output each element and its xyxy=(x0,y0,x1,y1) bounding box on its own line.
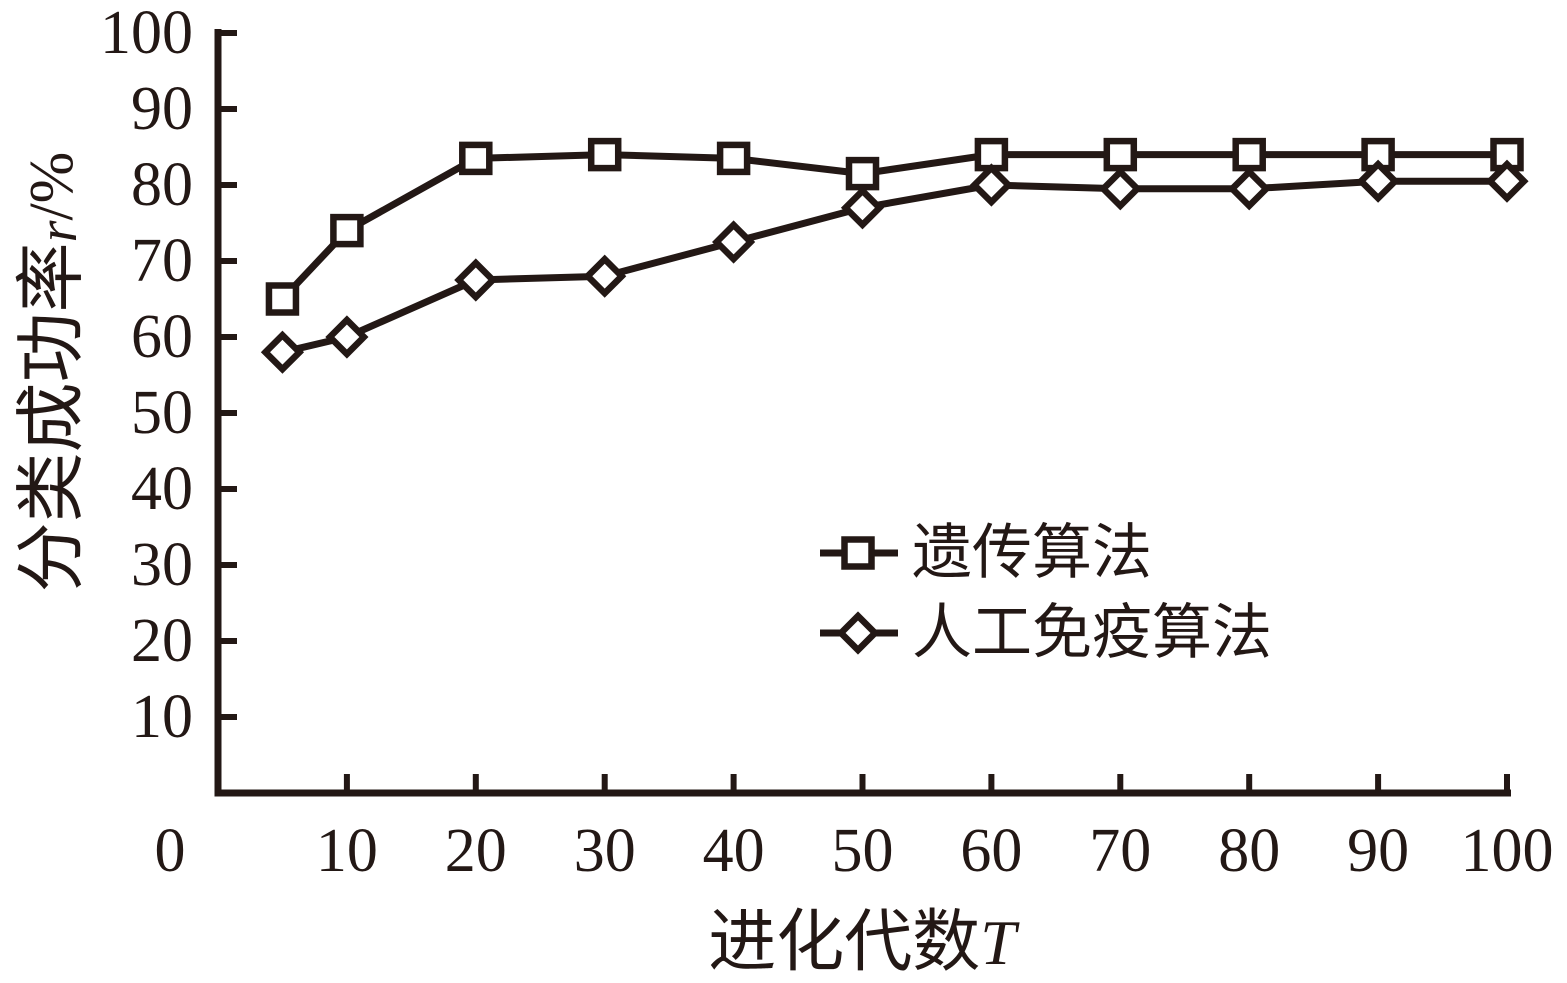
legend-entry: 遗传算法 xyxy=(820,520,1152,586)
y-tick-label: 40 xyxy=(131,455,193,523)
y-tick-label: 30 xyxy=(131,531,193,599)
data-point-marker xyxy=(587,137,622,172)
data-point-marker xyxy=(1356,159,1400,203)
legend-entry: 人工免疫算法 xyxy=(820,600,1272,666)
x-axis-title: 进化代数T xyxy=(708,904,1020,980)
data-point-marker xyxy=(1485,159,1529,203)
series-artificial-immune-algorithm xyxy=(260,159,1529,374)
y-tick-label: 90 xyxy=(131,75,193,143)
data-point-marker xyxy=(325,315,369,359)
legend-label: 遗传算法 xyxy=(912,520,1152,586)
y-tick-label: 70 xyxy=(131,227,193,295)
axis-lines xyxy=(214,29,1511,797)
y-tick-label: 100 xyxy=(100,0,193,67)
x-tick-label: 60 xyxy=(960,817,1022,885)
data-point-marker xyxy=(1103,137,1138,172)
data-point-marker xyxy=(330,213,364,248)
x-tick-label: 10 xyxy=(316,817,378,885)
data-point-marker xyxy=(454,258,498,302)
data-point-marker xyxy=(459,141,493,176)
y-tick-label: 60 xyxy=(131,303,193,371)
data-point-marker xyxy=(716,141,751,176)
data-point-marker xyxy=(845,156,880,191)
x-tick-label: 40 xyxy=(703,817,765,885)
legend-diamond-marker-icon xyxy=(836,611,880,655)
y-axis-title: 分类成功率r/% xyxy=(14,152,91,593)
data-point-marker xyxy=(712,220,756,264)
x-tick-label: 20 xyxy=(445,817,507,885)
data-point-marker xyxy=(1227,167,1271,211)
axes: 10 20 30 40 50 60 70 80 90 100 0 10 20 30 40 50 60 70 80 90… xyxy=(100,0,1554,885)
legend-label: 人工免疫算法 xyxy=(912,600,1272,666)
x-tick-label: 50 xyxy=(832,817,894,885)
x-tick-label: 70 xyxy=(1089,817,1151,885)
data-point-marker xyxy=(260,330,305,374)
x-tick-label: 80 xyxy=(1218,817,1280,885)
y-tick-label: 20 xyxy=(131,607,193,675)
data-point-marker xyxy=(840,186,885,230)
data-point-marker xyxy=(265,282,300,316)
x-tick-label: 0 xyxy=(155,817,186,885)
data-point-marker xyxy=(969,163,1013,207)
legend-square-marker-icon xyxy=(841,536,875,570)
x-tick-label: 30 xyxy=(574,817,636,885)
x-tick-label: 100 xyxy=(1461,817,1554,885)
data-point-marker xyxy=(1098,167,1142,211)
y-tick-label: 80 xyxy=(131,151,193,219)
data-point-marker xyxy=(583,254,627,298)
x-tick-label: 90 xyxy=(1347,817,1409,885)
y-tick-label: 50 xyxy=(131,379,193,447)
y-tick-label: 10 xyxy=(131,683,193,751)
series-line xyxy=(281,177,1507,356)
data-point-marker xyxy=(1232,137,1266,172)
